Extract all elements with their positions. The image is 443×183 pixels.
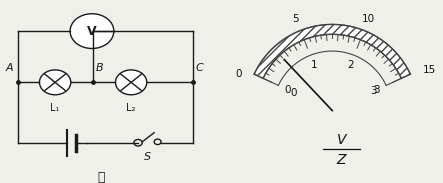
Text: L₁: L₁: [51, 103, 60, 113]
Text: L₂: L₂: [126, 103, 136, 113]
Circle shape: [39, 70, 71, 95]
Text: 2: 2: [347, 60, 354, 70]
Text: C: C: [196, 63, 203, 73]
Text: 0: 0: [235, 69, 241, 79]
Text: 15: 15: [423, 65, 436, 75]
Circle shape: [70, 14, 114, 48]
Text: S: S: [144, 152, 151, 162]
Text: 1: 1: [311, 60, 318, 70]
Text: 5: 5: [293, 14, 299, 24]
Text: Z: Z: [337, 153, 346, 167]
Text: V: V: [337, 132, 346, 147]
Text: A: A: [6, 63, 14, 73]
Text: 甲: 甲: [97, 171, 105, 183]
Text: 0: 0: [290, 87, 297, 98]
Circle shape: [116, 70, 147, 95]
Text: B: B: [95, 63, 103, 73]
Text: 10: 10: [362, 14, 375, 24]
Text: V: V: [87, 25, 97, 38]
Text: 3: 3: [373, 85, 380, 95]
Polygon shape: [254, 24, 410, 78]
Text: 0: 0: [285, 85, 291, 95]
Text: 3: 3: [370, 86, 377, 96]
